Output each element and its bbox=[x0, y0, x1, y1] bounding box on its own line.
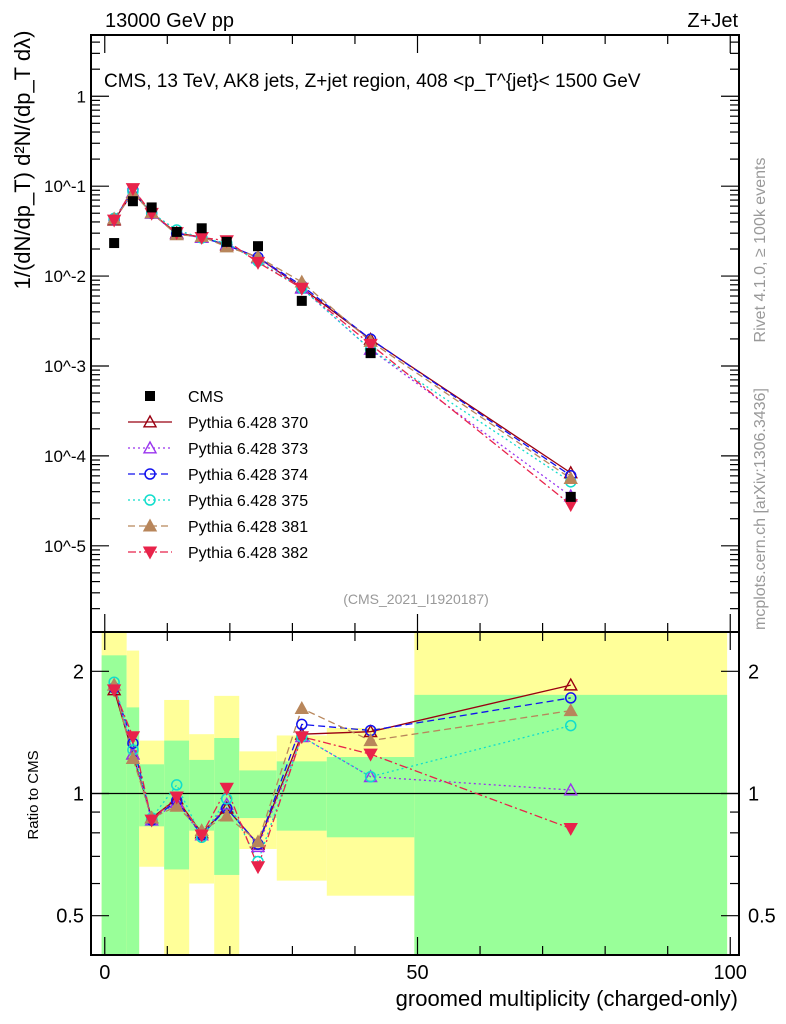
series-line-ratio bbox=[113, 684, 571, 843]
series-line-main bbox=[113, 187, 572, 506]
series-point-ratio bbox=[169, 798, 184, 812]
legend: Pythia 6.428 370 Pythia 6.428 373 Pythia 6… bbox=[128, 389, 308, 562]
cms-data-point bbox=[221, 236, 232, 247]
legend-label: Pythia 6.428 381 bbox=[188, 519, 308, 536]
ratio-y-tick-label-right: 2 bbox=[748, 661, 759, 683]
series-point-ratio bbox=[144, 814, 159, 828]
legend-label: Pythia 6.428 375 bbox=[188, 493, 308, 510]
cms-data-point bbox=[196, 223, 207, 234]
ratio-y-tick-label: 0.5 bbox=[56, 906, 84, 928]
series-point-ratio bbox=[250, 834, 266, 848]
series-point-ratio bbox=[125, 731, 141, 745]
ratio-y-tick-label: 1 bbox=[73, 784, 84, 806]
series-point-main bbox=[250, 256, 266, 270]
plot-title: CMS, 13 TeV, AK8 jets, Z+jet region, 408… bbox=[104, 71, 641, 92]
legend-marker bbox=[142, 546, 158, 560]
main-frame bbox=[90, 34, 740, 633]
legend-marker bbox=[145, 391, 155, 401]
cms-data-point bbox=[127, 196, 138, 207]
series-point-main bbox=[294, 282, 309, 296]
mcplots-label: mcplots.cern.ch [arXiv:1306.3436] bbox=[752, 388, 769, 630]
legend-marker bbox=[142, 440, 158, 454]
series-point-main bbox=[363, 338, 378, 352]
y-tick-label: 10^-2 bbox=[44, 267, 86, 286]
analysis-label: (CMS_2021_I1920187) bbox=[343, 591, 489, 607]
x-tick-label: 50 bbox=[406, 962, 428, 984]
series-point-ratio bbox=[563, 822, 578, 836]
y-tick-label: 10^-5 bbox=[44, 537, 86, 556]
rivet-label: Rivet 4.1.0, ≥ 100k events bbox=[752, 158, 769, 343]
legend-marker bbox=[144, 468, 156, 480]
series-point-ratio bbox=[363, 733, 378, 747]
x-tick-label: 0 bbox=[99, 962, 110, 984]
cms-data-point bbox=[296, 295, 307, 306]
series-point-ratio bbox=[169, 791, 184, 805]
main-ylabel: 1/(dN/dp_T) d²N/(dp_T dλ) bbox=[10, 31, 35, 290]
y-tick-label: 1 bbox=[77, 87, 86, 106]
legend-label: Pythia 6.428 382 bbox=[188, 545, 308, 562]
series-point-ratio bbox=[296, 718, 308, 731]
series-point-ratio bbox=[219, 808, 234, 822]
stat-uncertainty-band bbox=[214, 738, 240, 875]
ratio-y-tick-label: 2 bbox=[73, 661, 84, 683]
cms-data-point bbox=[253, 241, 264, 252]
y-tick-label: 10^-3 bbox=[44, 357, 86, 376]
top-left-label: 13000 GeV pp bbox=[105, 10, 234, 32]
ratio-ylabel: Ratio to CMS bbox=[25, 750, 42, 839]
ratio-y-tick-label-right: 0.5 bbox=[748, 906, 776, 928]
legend-marker bbox=[144, 494, 156, 506]
legend-marker bbox=[142, 518, 158, 532]
cms-data-point bbox=[171, 226, 182, 237]
y-tick-label: 10^-1 bbox=[44, 177, 86, 196]
series-point-ratio bbox=[363, 748, 378, 762]
series-line-main bbox=[113, 190, 572, 483]
series-line-main bbox=[113, 188, 572, 477]
series-point-ratio bbox=[125, 751, 141, 764]
y-tick-label: 10^-4 bbox=[44, 447, 86, 466]
series-point-ratio bbox=[106, 684, 122, 698]
top-right-label: Z+Jet bbox=[687, 10, 738, 32]
x-tick-label: 100 bbox=[714, 962, 747, 984]
legend-marker bbox=[142, 414, 158, 428]
series-line-ratio bbox=[113, 682, 571, 864]
series-line-main bbox=[113, 192, 572, 480]
series-point-ratio bbox=[563, 782, 578, 796]
cms-data-point bbox=[146, 202, 157, 213]
legend-label: Pythia 6.428 370 bbox=[188, 415, 308, 432]
cms-data-point bbox=[565, 491, 576, 502]
series-point-ratio bbox=[563, 703, 578, 717]
series-point-ratio bbox=[294, 731, 309, 745]
xlabel: groomed multiplicity (charged-only) bbox=[396, 986, 738, 1011]
series-point-ratio bbox=[294, 701, 309, 714]
stat-uncertainty-band bbox=[276, 761, 327, 831]
legend-label: Pythia 6.428 374 bbox=[188, 467, 308, 484]
ratio-y-tick-label-right: 1 bbox=[748, 784, 759, 806]
series-point-ratio bbox=[219, 782, 234, 796]
series-point-main bbox=[563, 471, 578, 485]
series-point-ratio bbox=[564, 692, 577, 704]
series-point-ratio bbox=[170, 779, 183, 791]
series-point-ratio bbox=[564, 719, 577, 732]
series-point-ratio bbox=[563, 677, 578, 691]
series-point-ratio bbox=[194, 829, 209, 843]
cms-data-point bbox=[365, 348, 376, 359]
series-point-ratio bbox=[364, 770, 377, 783]
cms-data-point bbox=[109, 238, 120, 249]
stat-uncertainty-band bbox=[326, 757, 415, 838]
stat-uncertainty-band bbox=[101, 655, 127, 955]
series-point-ratio bbox=[250, 861, 266, 875]
legend-label: CMS bbox=[188, 389, 224, 406]
series-point-main bbox=[106, 214, 122, 228]
stat-uncertainty-band bbox=[126, 707, 140, 955]
series-point-main bbox=[125, 183, 141, 197]
legend-label: Pythia 6.428 373 bbox=[188, 441, 308, 458]
series-line-ratio bbox=[113, 689, 571, 869]
